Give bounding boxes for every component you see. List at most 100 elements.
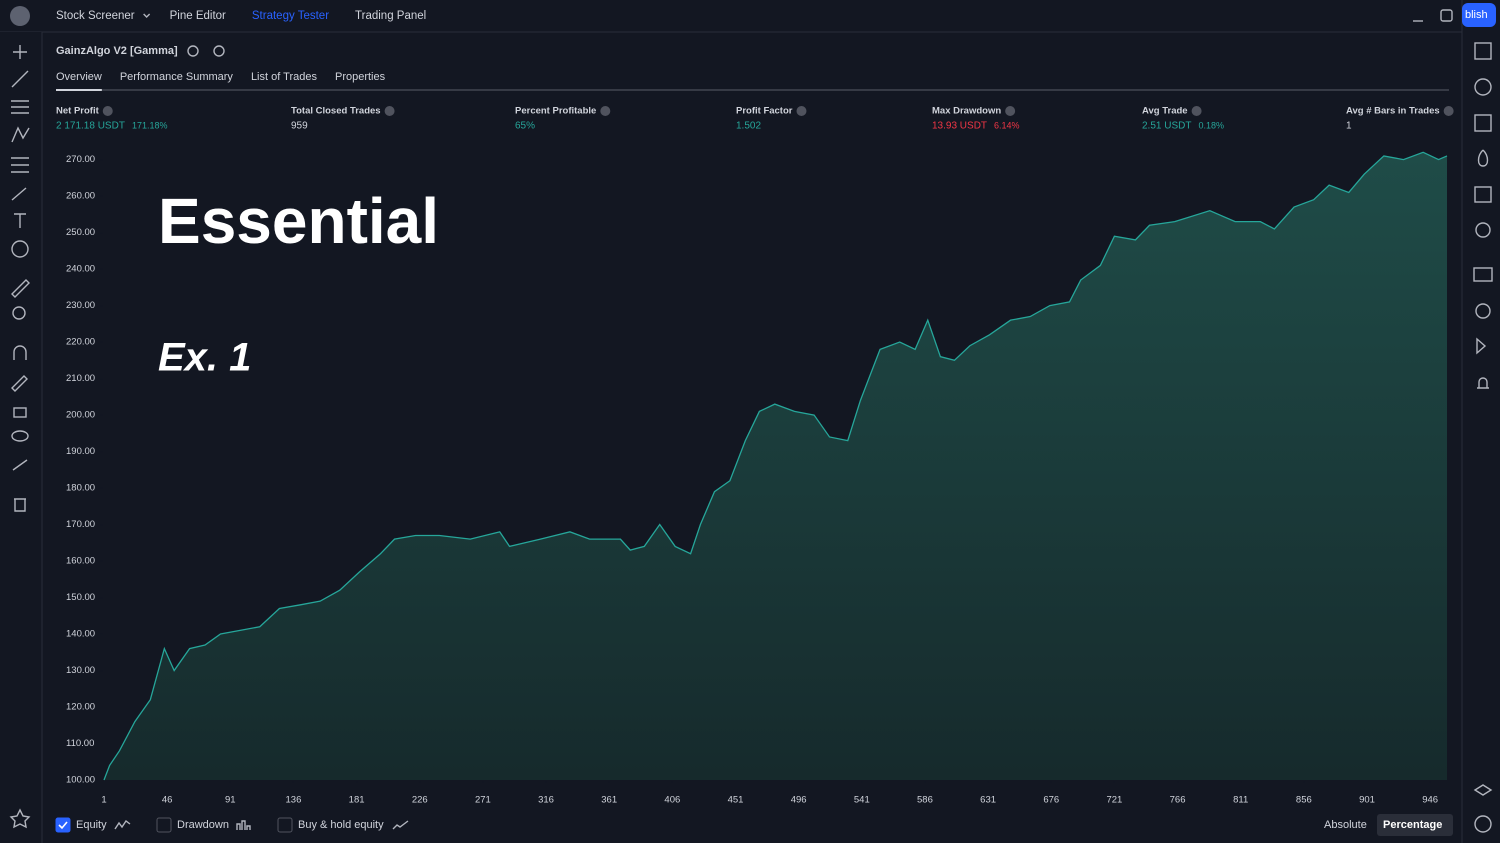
y-tick-label: 240.00 bbox=[66, 264, 95, 275]
info-icon[interactable] bbox=[384, 106, 395, 116]
x-tick-label: 766 bbox=[1170, 795, 1186, 806]
maximize[interactable] bbox=[1440, 9, 1453, 22]
tab[interactable]: Properties bbox=[335, 71, 386, 83]
toggle-label: Drawdown bbox=[177, 819, 229, 831]
tab[interactable]: List of Trades bbox=[251, 71, 318, 83]
y-tick-label: 180.00 bbox=[66, 483, 95, 494]
strategy-name: GainzAlgo V2 [Gamma] bbox=[56, 45, 178, 57]
hotlist[interactable] bbox=[1477, 149, 1489, 167]
metric-percent: 171.18% bbox=[132, 120, 168, 130]
info-icon[interactable] bbox=[796, 106, 807, 116]
info-icon[interactable] bbox=[1443, 106, 1454, 116]
ruler-tool[interactable] bbox=[11, 279, 30, 298]
publish-button[interactable] bbox=[1462, 3, 1496, 27]
metric-value: 65% bbox=[515, 121, 535, 132]
settings[interactable] bbox=[187, 45, 199, 57]
alerts[interactable] bbox=[1474, 78, 1492, 96]
x-tick-label: 271 bbox=[475, 795, 491, 806]
pattern-tool[interactable] bbox=[11, 126, 30, 143]
metric-percent: 0.18% bbox=[1198, 120, 1224, 130]
streams[interactable] bbox=[1475, 303, 1491, 319]
toggle-icon bbox=[236, 820, 251, 830]
notifications[interactable] bbox=[1477, 377, 1489, 389]
avatar[interactable] bbox=[10, 6, 30, 26]
brush-tool[interactable] bbox=[11, 187, 27, 201]
y-tick-label: 210.00 bbox=[66, 373, 95, 384]
x-tick-label: 901 bbox=[1359, 795, 1375, 806]
nav-item[interactable]: Stock Screener bbox=[56, 10, 135, 22]
x-tick-label: 316 bbox=[538, 795, 554, 806]
calendar[interactable] bbox=[1474, 186, 1492, 203]
y-tick-label: 100.00 bbox=[66, 775, 95, 786]
favorites[interactable] bbox=[9, 808, 31, 829]
info-icon[interactable] bbox=[600, 106, 611, 116]
y-tick-label: 120.00 bbox=[66, 702, 95, 713]
lock-tool[interactable] bbox=[13, 407, 27, 418]
info-icon[interactable] bbox=[102, 106, 113, 116]
trash-tool[interactable] bbox=[14, 498, 26, 512]
crosshair-tool[interactable] bbox=[13, 45, 27, 59]
y-tick-label: 260.00 bbox=[66, 191, 95, 202]
info-icon[interactable] bbox=[1005, 106, 1016, 116]
ideas[interactable] bbox=[1475, 222, 1491, 238]
y-tick-label: 150.00 bbox=[66, 592, 95, 603]
magnet-tool[interactable] bbox=[13, 345, 27, 360]
x-tick-label: 406 bbox=[664, 795, 680, 806]
metric-value: 2 171.18 USDT bbox=[56, 121, 125, 132]
metric-label: Percent Profitable bbox=[515, 106, 596, 117]
line-tool[interactable] bbox=[11, 70, 29, 88]
checkbox[interactable] bbox=[277, 817, 293, 833]
x-tick-label: 676 bbox=[1043, 795, 1059, 806]
hide-tool[interactable] bbox=[11, 430, 29, 442]
layers[interactable] bbox=[1473, 784, 1493, 796]
mode-button[interactable]: Absolute bbox=[1324, 819, 1367, 831]
nav-item[interactable]: Pine Editor bbox=[170, 10, 226, 22]
x-tick-label: 856 bbox=[1296, 795, 1312, 806]
info-icon[interactable] bbox=[1191, 106, 1202, 116]
toggle-label: Buy & hold equity bbox=[298, 819, 384, 831]
metric-value: 1 bbox=[1346, 121, 1352, 132]
stay-drawing-tool[interactable] bbox=[11, 375, 28, 392]
nav-item[interactable]: Trading Panel bbox=[355, 10, 426, 22]
text-tool[interactable] bbox=[14, 213, 26, 228]
top-bar bbox=[0, 0, 1500, 32]
checkbox[interactable] bbox=[55, 817, 71, 833]
data-window[interactable] bbox=[1474, 114, 1492, 132]
emoji-tool[interactable] bbox=[11, 240, 29, 258]
dropdown-arrow[interactable] bbox=[143, 13, 151, 18]
fib-tool[interactable] bbox=[11, 100, 29, 114]
x-tick-label: 721 bbox=[1106, 795, 1122, 806]
overlay-title: Essential bbox=[158, 185, 439, 257]
mode-button[interactable]: Percentage bbox=[1383, 819, 1442, 831]
link-tool[interactable] bbox=[12, 459, 28, 471]
metric-label: Profit Factor bbox=[736, 106, 793, 117]
y-tick-label: 230.00 bbox=[66, 300, 95, 311]
x-tick-label: 541 bbox=[854, 795, 870, 806]
forecast-tool[interactable] bbox=[11, 157, 29, 173]
replay[interactable] bbox=[1476, 337, 1487, 355]
equity-line bbox=[103, 151, 1448, 781]
x-tick-label: 181 bbox=[349, 795, 365, 806]
metric-percent: 6.14% bbox=[994, 120, 1020, 130]
checkbox[interactable] bbox=[156, 817, 172, 833]
toggle-icon bbox=[392, 820, 409, 830]
right-tools bbox=[1473, 42, 1493, 833]
zoom-tool[interactable] bbox=[12, 306, 26, 320]
x-tick-label: 136 bbox=[286, 795, 302, 806]
y-tick-label: 170.00 bbox=[66, 519, 95, 530]
y-tick-label: 160.00 bbox=[66, 556, 95, 567]
help[interactable] bbox=[1474, 815, 1492, 833]
watchlist[interactable] bbox=[1474, 42, 1492, 60]
chats[interactable] bbox=[1473, 267, 1493, 282]
checkmark bbox=[58, 821, 68, 830]
source-code[interactable] bbox=[213, 45, 225, 57]
x-tick-label: 46 bbox=[162, 795, 173, 806]
y-tick-label: 140.00 bbox=[66, 629, 95, 640]
metric-label: Avg # Bars in Trades bbox=[1346, 106, 1440, 117]
y-tick-label: 130.00 bbox=[66, 665, 95, 676]
nav-item[interactable]: Strategy Tester bbox=[252, 10, 329, 22]
metric-value: 1.502 bbox=[736, 121, 761, 132]
tab[interactable]: Performance Summary bbox=[120, 71, 234, 83]
tab[interactable]: Overview bbox=[56, 71, 102, 83]
